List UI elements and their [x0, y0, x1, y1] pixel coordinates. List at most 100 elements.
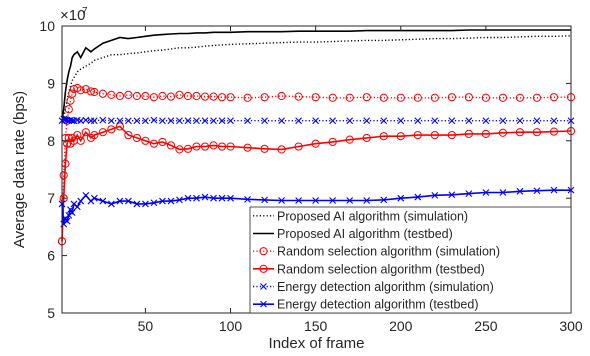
data-point [82, 191, 90, 199]
data-point [124, 90, 133, 99]
legend-box [249, 206, 572, 314]
data-point [362, 133, 371, 143]
data-point [99, 116, 107, 124]
y-tick-label: 9 [47, 75, 55, 91]
series-4 [57, 122, 576, 246]
data-point [295, 197, 303, 204]
data-point [68, 209, 76, 216]
data-point [278, 197, 285, 204]
data-point [226, 93, 235, 102]
y-axis-label: Average data rate (bps) [11, 91, 28, 248]
data-point [396, 93, 405, 102]
data-point [90, 194, 98, 202]
data-point [243, 143, 252, 152]
data-point [550, 186, 558, 194]
data-point [533, 187, 541, 195]
data-point [176, 196, 183, 204]
y-exponent-label: ×10 [60, 7, 85, 24]
data-point [125, 197, 132, 205]
data-point [210, 117, 217, 125]
data-point [183, 144, 193, 153]
data-point [107, 200, 115, 208]
data-point [116, 197, 124, 205]
data-point [200, 142, 210, 151]
data-point [516, 187, 524, 195]
legend-marker [260, 283, 267, 290]
data-point [90, 87, 99, 97]
data-point [277, 91, 286, 101]
legend-marker [259, 264, 268, 273]
data-point [132, 91, 142, 101]
legend-marker [260, 300, 267, 308]
data-point [329, 117, 337, 125]
data-point [295, 117, 303, 125]
data-point [99, 197, 107, 205]
data-point [396, 132, 405, 141]
data-point [64, 105, 73, 114]
legend-label: Random selection algorithm (testbed) [277, 262, 485, 276]
data-point [90, 117, 98, 125]
data-point [193, 194, 200, 202]
data-point [397, 194, 405, 202]
data-point [63, 139, 72, 148]
data-point [77, 197, 85, 205]
data-point [311, 139, 320, 148]
data-point [260, 144, 269, 153]
data-point [133, 117, 141, 125]
data-point [68, 89, 77, 98]
y-tick-label: 8 [47, 133, 55, 149]
data-point [175, 145, 184, 154]
data-point [167, 117, 175, 125]
data-point [397, 117, 405, 125]
data-point [278, 117, 285, 125]
y-tick-label: 5 [47, 305, 55, 321]
data-point [226, 142, 235, 151]
data-point [76, 86, 85, 95]
data-point [498, 93, 508, 102]
data-point [516, 117, 524, 125]
data-point [311, 93, 320, 102]
data-point [107, 125, 116, 134]
data-point [345, 135, 354, 144]
data-point [193, 117, 200, 125]
data-point [184, 117, 192, 125]
data-point [217, 142, 227, 151]
data-point [159, 197, 166, 205]
series-2 [61, 29, 571, 121]
data-point [63, 217, 71, 225]
series-line [61, 29, 571, 121]
data-point [116, 117, 124, 125]
data-point [167, 197, 175, 205]
legend-entry: Proposed AI algorithm (simulation) [253, 209, 468, 223]
data-point [550, 117, 558, 125]
data-point [132, 133, 142, 143]
data-point [150, 116, 158, 124]
data-point [115, 122, 124, 131]
data-point [192, 91, 201, 101]
data-point [532, 128, 542, 137]
data-point [448, 191, 456, 199]
data-point [217, 93, 227, 102]
data-point [59, 171, 68, 180]
data-point [499, 189, 507, 196]
data-point [363, 197, 371, 204]
data-point [124, 130, 133, 140]
data-point [244, 117, 251, 125]
data-point [464, 93, 473, 102]
data-point [430, 93, 439, 102]
data-point [115, 91, 124, 101]
data-point [158, 137, 167, 147]
data-point [227, 194, 234, 202]
data-point [482, 189, 490, 196]
x-tick-label: 200 [389, 318, 413, 334]
data-point [414, 193, 422, 201]
data-point [209, 141, 218, 150]
data-point [210, 194, 217, 202]
data-point [362, 93, 371, 102]
y-tick-label: 10 [39, 18, 55, 34]
data-point [414, 117, 422, 125]
data-point [243, 93, 252, 102]
data-point [379, 132, 388, 141]
data-point [328, 137, 337, 147]
